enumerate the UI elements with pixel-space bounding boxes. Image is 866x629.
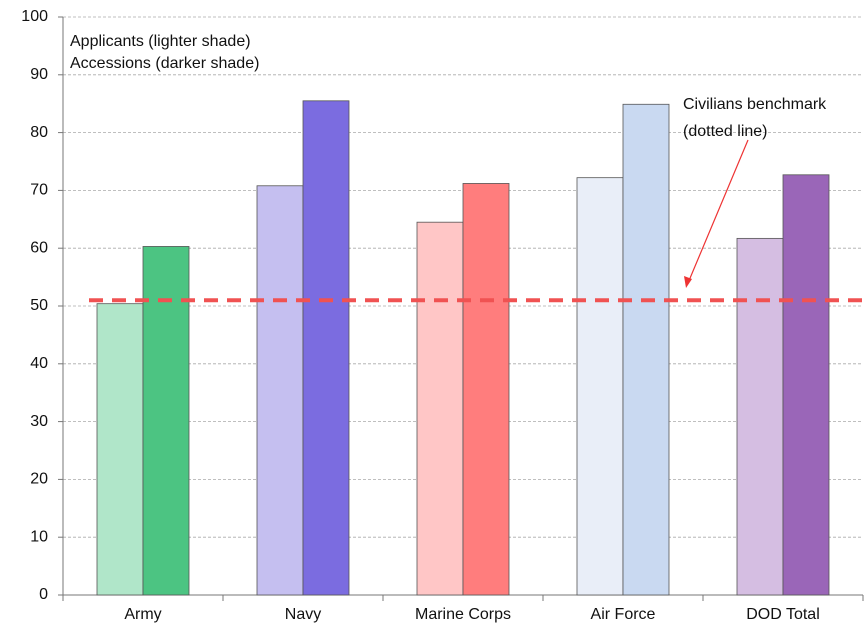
y-tick-label: 50 xyxy=(30,297,48,314)
bar xyxy=(142,246,190,596)
bar xyxy=(576,177,624,596)
y-tick-label: 0 xyxy=(39,586,48,603)
x-tick-label: DOD Total xyxy=(746,606,820,623)
y-tick-label: 20 xyxy=(30,471,48,488)
y-tick-label: 40 xyxy=(30,355,48,372)
bar xyxy=(416,221,464,596)
arrow-head xyxy=(684,276,692,288)
y-tick-label: 100 xyxy=(21,8,48,25)
x-tick-label: Air Force xyxy=(591,606,656,623)
y-tick-label: 10 xyxy=(30,528,48,545)
x-tick-label: Navy xyxy=(285,606,321,623)
y-tick-label: 80 xyxy=(30,124,48,141)
bar xyxy=(782,174,830,596)
bar xyxy=(462,183,510,596)
x-tick-label: Army xyxy=(124,606,161,623)
legend-label: Applicants (lighter shade) xyxy=(70,33,251,50)
bar xyxy=(256,185,304,596)
y-tick-label: 30 xyxy=(30,413,48,430)
y-tick-label: 60 xyxy=(30,239,48,256)
y-tick-label: 90 xyxy=(30,66,48,83)
bar xyxy=(96,303,144,596)
y-tick-label: 70 xyxy=(30,182,48,199)
bar xyxy=(302,100,350,596)
bar xyxy=(736,237,784,596)
annotation-arrow xyxy=(687,139,749,284)
legend-label: Accessions (darker shade) xyxy=(70,55,259,72)
annotation: (dotted line) xyxy=(683,123,768,140)
x-tick-label: Marine Corps xyxy=(415,606,511,623)
bar xyxy=(622,103,670,596)
annotation: Civilians benchmark xyxy=(683,96,827,113)
